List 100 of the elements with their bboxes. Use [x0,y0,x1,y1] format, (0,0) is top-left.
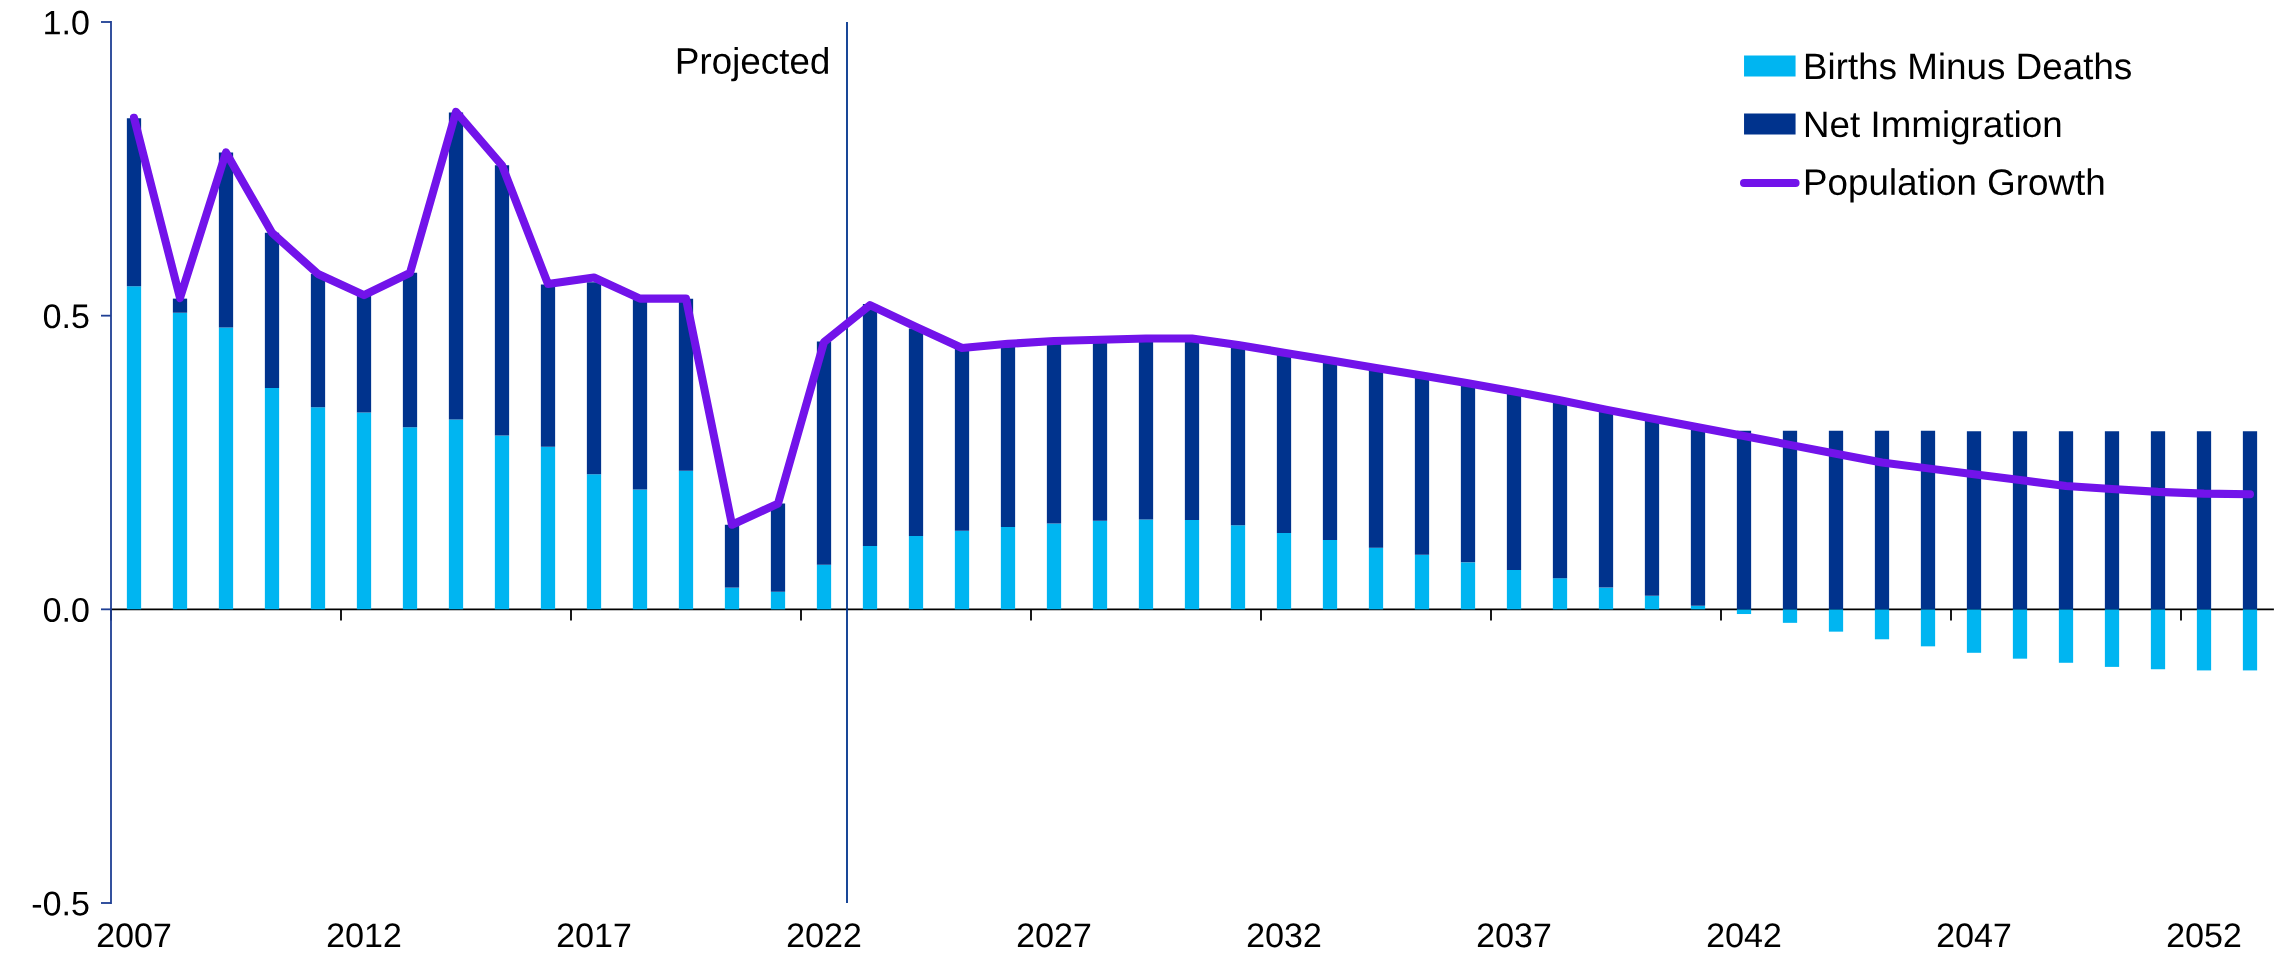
y-tick-label: 1.0 [45,10,89,35]
legend-label: Births Minus Deaths [1805,52,2131,80]
bar [908,535,924,610]
bar [1828,430,1844,610]
bar [2058,431,2074,610]
y-tick-label: 0.0 [43,597,89,622]
bar [2012,609,2028,659]
bar [1920,609,1936,647]
bar [310,407,326,610]
bar [678,470,694,610]
bar [1690,427,1706,606]
legend-label: Net Immigration [1805,110,2061,145]
bar [586,282,602,475]
bar [540,284,556,447]
bar [1184,520,1200,610]
bar [724,587,740,610]
bar [1644,595,1660,610]
bar [356,412,372,610]
bar [1460,383,1476,563]
bar [724,524,740,588]
x-tick-label: 2047 [1937,923,2011,948]
bar [2058,609,2074,663]
bar [356,295,372,413]
bar [1828,609,1844,632]
bar [1322,540,1338,610]
y-tick-label: -0.5 [32,891,89,916]
bar [1000,527,1016,610]
bar [1092,520,1108,610]
bar [816,564,832,610]
bar [1552,578,1568,610]
y-tick-label: 0.5 [43,304,89,329]
bar [264,387,280,610]
bar [1874,430,1890,610]
bar [1598,587,1614,610]
x-tick-label: 2042 [1707,923,1781,948]
x-tick-label: 2027 [1017,923,1091,948]
bar [494,435,510,610]
bar [1966,609,1982,653]
bar [954,347,970,531]
x-tick-label: 2037 [1477,923,1551,948]
bar [862,303,878,546]
bar [2104,609,2120,667]
bar [2150,431,2166,610]
bar [448,419,464,610]
bar [1322,360,1338,541]
bar [1000,344,1016,528]
bar [1414,554,1430,610]
bar [494,165,510,436]
x-tick-label: 2052 [2167,923,2241,948]
x-tick-label: 2032 [1247,923,1321,948]
bar [770,503,786,592]
bar [1276,532,1292,610]
bar [632,298,648,490]
bar [1046,523,1062,610]
bar [632,489,648,610]
ref-line-label: Projected [677,47,828,82]
bar [1782,430,1798,610]
bar [908,328,924,536]
x-tick-label: 2017 [557,923,631,948]
bar [2196,609,2212,671]
bar [540,446,556,610]
bar [862,545,878,610]
bar [2242,431,2258,610]
bar [448,112,464,420]
legend-label: Population Growth [1805,168,2104,203]
bar [126,286,142,610]
bar [2012,431,2028,610]
x-tick-label: 2022 [787,923,861,948]
bar [1506,569,1522,610]
bar [218,327,234,610]
bar [1874,609,1890,640]
bar [402,427,418,610]
bar [1736,609,1752,615]
x-tick-label: 2012 [327,923,401,948]
bar [586,474,602,610]
bar [954,530,970,610]
bar [2150,609,2166,670]
bar [1552,400,1568,579]
bar [770,591,786,610]
bar [1230,345,1246,526]
bar [1782,609,1798,623]
bar [1230,525,1246,610]
bar [1966,431,1982,610]
bar [1368,547,1384,610]
bar [310,273,326,408]
bar [1920,430,1936,610]
bar [2104,431,2120,610]
bar [1736,430,1752,610]
bar [816,341,832,565]
bar [2242,609,2258,671]
bar [1138,519,1154,610]
bar [1506,391,1522,570]
bar [172,312,188,610]
bar [1460,562,1476,610]
x-tick-label: 2007 [97,923,171,948]
bar [402,272,418,428]
bar [1644,418,1660,596]
bar [2196,431,2212,610]
bar [1598,409,1614,588]
bar [264,232,280,388]
